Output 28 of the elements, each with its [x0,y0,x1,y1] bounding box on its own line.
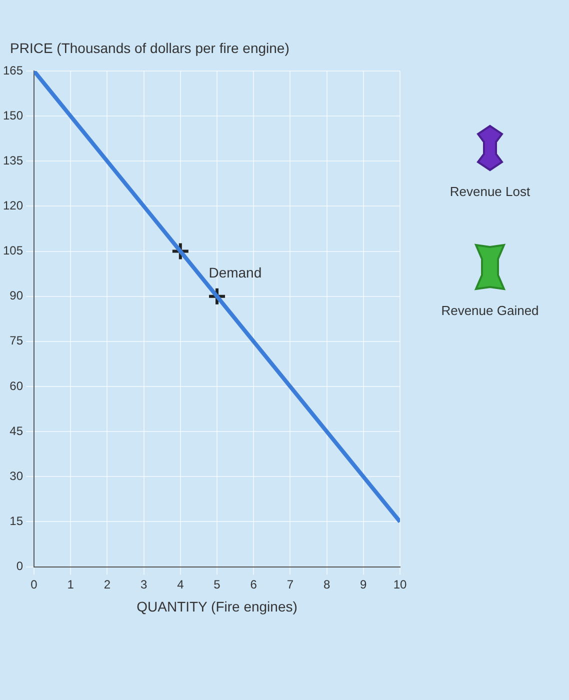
x-tick-label: 3 [140,577,148,592]
y-tick-label: 75 [10,334,24,348]
x-tick-label: 5 [214,577,221,592]
annotation: Demand [208,264,262,281]
y-tick-label: 45 [10,424,24,438]
x-tick-label: 7 [286,577,294,592]
x-tick-label: 0 [30,577,38,592]
y-tick-label: 30 [10,468,24,483]
y-tick-label: 90 [10,288,24,303]
x-tick-label: 4 [177,577,184,592]
y-tick-label: 165 [2,63,24,78]
y-tick-label: 0 [16,559,24,574]
x-tick-label: 1 [67,577,74,592]
y-tick-label: 15 [10,514,24,528]
y-tick-label: 150 [2,108,24,122]
x-tick-label: 6 [250,577,258,592]
text: Revenue Gained [441,303,539,318]
text: Revenue Lost [450,184,530,199]
x-tick-label: 10 [393,577,407,592]
x-tick-label: 2 [104,577,111,592]
y-tick-label: 120 [2,198,24,213]
x-tick-label: 8 [323,577,330,592]
y-tick-label: 60 [10,378,24,393]
x-axis-title: QUANTITY (Fire engines) [136,598,298,614]
y-tick-label: 105 [2,244,24,258]
x-tick-label: 9 [360,577,368,592]
y-axis-title: PRICE (Thousands of dollars per fire engine) [10,40,290,56]
y-tick-label: 135 [2,153,24,168]
